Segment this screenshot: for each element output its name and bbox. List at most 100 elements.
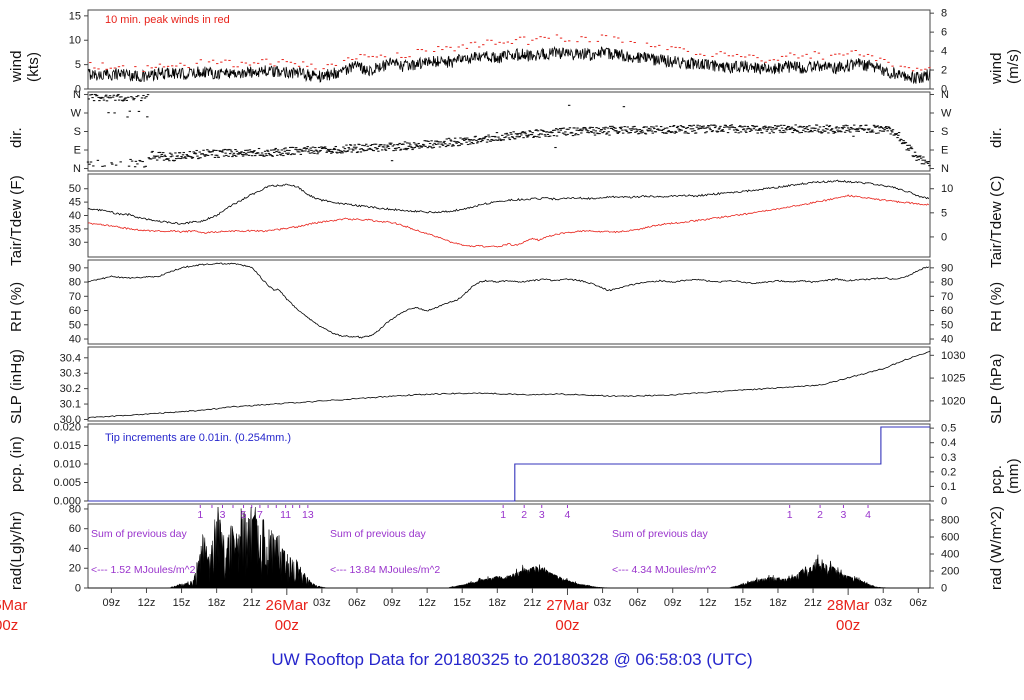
svg-text:18z: 18z xyxy=(769,597,787,609)
svg-text:5: 5 xyxy=(941,207,947,219)
svg-text:25Mar: 25Mar xyxy=(0,597,27,614)
svg-text:8: 8 xyxy=(941,8,947,20)
axis-title-rad-left: rad(Lgly/hr) xyxy=(8,510,25,590)
svg-text:5: 5 xyxy=(75,59,81,71)
svg-text:30.1: 30.1 xyxy=(60,399,81,411)
svg-text:0.2: 0.2 xyxy=(941,466,956,478)
svg-text:1030: 1030 xyxy=(941,350,965,362)
svg-text:90: 90 xyxy=(941,262,953,274)
svg-text:W: W xyxy=(941,107,952,119)
svg-text:03z: 03z xyxy=(874,597,892,609)
svg-text:12z: 12z xyxy=(418,597,436,609)
rad-sum-2-line1: Sum of previous day xyxy=(330,528,426,540)
svg-text:12z: 12z xyxy=(138,597,156,609)
svg-text:40: 40 xyxy=(69,334,81,346)
svg-text:5: 5 xyxy=(241,509,247,521)
svg-text:00z: 00z xyxy=(275,617,299,634)
svg-text:30.2: 30.2 xyxy=(60,383,81,395)
svg-text:09z: 09z xyxy=(383,597,401,609)
svg-text:1: 1 xyxy=(787,509,793,521)
axis-title-temp-right: Tair/Tdew (C) xyxy=(988,175,1005,268)
svg-text:70: 70 xyxy=(69,291,81,303)
svg-text:30.4: 30.4 xyxy=(60,352,81,364)
svg-text:28Mar: 28Mar xyxy=(827,597,870,614)
svg-text:00z: 00z xyxy=(555,617,579,634)
rad-sum-3-line2: <--- 4.34 MJoules/m^2 xyxy=(612,564,717,576)
svg-text:0.3: 0.3 xyxy=(941,452,956,464)
rad-sum-1-line1: Sum of previous day xyxy=(91,528,187,540)
svg-text:W: W xyxy=(71,107,82,119)
svg-text:0.1: 0.1 xyxy=(941,481,956,493)
svg-text:21z: 21z xyxy=(804,597,822,609)
svg-text:60: 60 xyxy=(941,305,953,317)
svg-text:40: 40 xyxy=(69,543,81,555)
svg-text:21z: 21z xyxy=(243,597,261,609)
svg-text:10: 10 xyxy=(69,35,81,47)
svg-text:00z: 00z xyxy=(836,617,860,634)
svg-text:7: 7 xyxy=(257,509,263,521)
rad-sum-1-line2: <--- 1.52 MJoules/m^2 xyxy=(91,564,196,576)
svg-text:26Mar: 26Mar xyxy=(266,597,309,614)
svg-text:N: N xyxy=(73,163,81,175)
rad-sum-annotation-3: Sum of previous day <--- 4.34 MJoules/m^… xyxy=(612,504,716,600)
svg-text:400: 400 xyxy=(941,549,959,561)
svg-text:50: 50 xyxy=(941,319,953,331)
svg-text:15z: 15z xyxy=(173,597,191,609)
svg-text:35: 35 xyxy=(69,223,81,235)
svg-text:00z: 00z xyxy=(0,617,18,634)
svg-text:600: 600 xyxy=(941,532,959,544)
svg-text:60: 60 xyxy=(69,523,81,535)
axis-title-wind-right: wind (m/s) xyxy=(988,48,1022,84)
svg-text:18z: 18z xyxy=(208,597,226,609)
svg-text:21z: 21z xyxy=(524,597,542,609)
svg-text:30.3: 30.3 xyxy=(60,368,81,380)
wind-peak-legend: 10 min. peak winds in red xyxy=(105,14,230,26)
svg-text:30: 30 xyxy=(69,237,81,249)
svg-text:0: 0 xyxy=(75,583,81,595)
svg-text:70: 70 xyxy=(941,291,953,303)
svg-text:0.020: 0.020 xyxy=(53,421,81,433)
svg-text:13: 13 xyxy=(302,509,314,521)
svg-text:E: E xyxy=(74,145,81,157)
svg-text:0: 0 xyxy=(75,84,81,96)
svg-text:20: 20 xyxy=(69,563,81,575)
svg-text:0.010: 0.010 xyxy=(53,458,81,470)
axis-title-slp-right: SLP (hPa) xyxy=(988,353,1005,424)
svg-text:4: 4 xyxy=(565,509,571,521)
svg-text:09z: 09z xyxy=(103,597,121,609)
svg-text:4: 4 xyxy=(865,509,871,521)
axis-title-dir-left: dir. xyxy=(8,127,25,148)
axis-title-dir-right: dir. xyxy=(988,127,1005,148)
svg-text:15z: 15z xyxy=(734,597,752,609)
svg-text:1020: 1020 xyxy=(941,395,965,407)
axis-title-slp-left: SLP (inHg) xyxy=(8,348,25,424)
svg-text:03z: 03z xyxy=(313,597,331,609)
svg-text:0: 0 xyxy=(941,231,947,243)
svg-text:40: 40 xyxy=(941,334,953,346)
svg-text:80: 80 xyxy=(941,277,953,289)
axis-title-pcp-right: pcp. (mm) xyxy=(988,458,1022,494)
svg-text:50: 50 xyxy=(69,319,81,331)
svg-text:40: 40 xyxy=(69,210,81,222)
svg-text:N: N xyxy=(941,163,949,175)
axis-title-rad-right: rad (W/m^2) xyxy=(988,505,1005,590)
svg-text:N: N xyxy=(73,89,81,101)
rad-sum-2-line2: <--- 13.84 MJoules/m^2 xyxy=(330,564,441,576)
svg-text:S: S xyxy=(941,126,948,138)
svg-text:0.000: 0.000 xyxy=(53,496,81,508)
pcp-tip-note: Tip increments are 0.01in. (0.254mm.) xyxy=(105,432,292,444)
axis-title-temp-left: Tair/Tdew (F) xyxy=(8,175,25,266)
svg-text:80: 80 xyxy=(69,503,81,515)
svg-text:50: 50 xyxy=(69,183,81,195)
axis-title-pcp-left: pcp. (in) xyxy=(8,436,25,492)
svg-text:0: 0 xyxy=(941,84,947,96)
rad-sum-annotation-1: Sum of previous day <--- 1.52 MJoules/m^… xyxy=(91,504,195,600)
svg-text:0.015: 0.015 xyxy=(53,440,81,452)
svg-text:15: 15 xyxy=(69,10,81,22)
svg-text:3: 3 xyxy=(220,509,226,521)
svg-text:06z: 06z xyxy=(629,597,647,609)
svg-text:1025: 1025 xyxy=(941,373,965,385)
svg-text:0: 0 xyxy=(941,496,947,508)
svg-text:10: 10 xyxy=(941,183,953,195)
